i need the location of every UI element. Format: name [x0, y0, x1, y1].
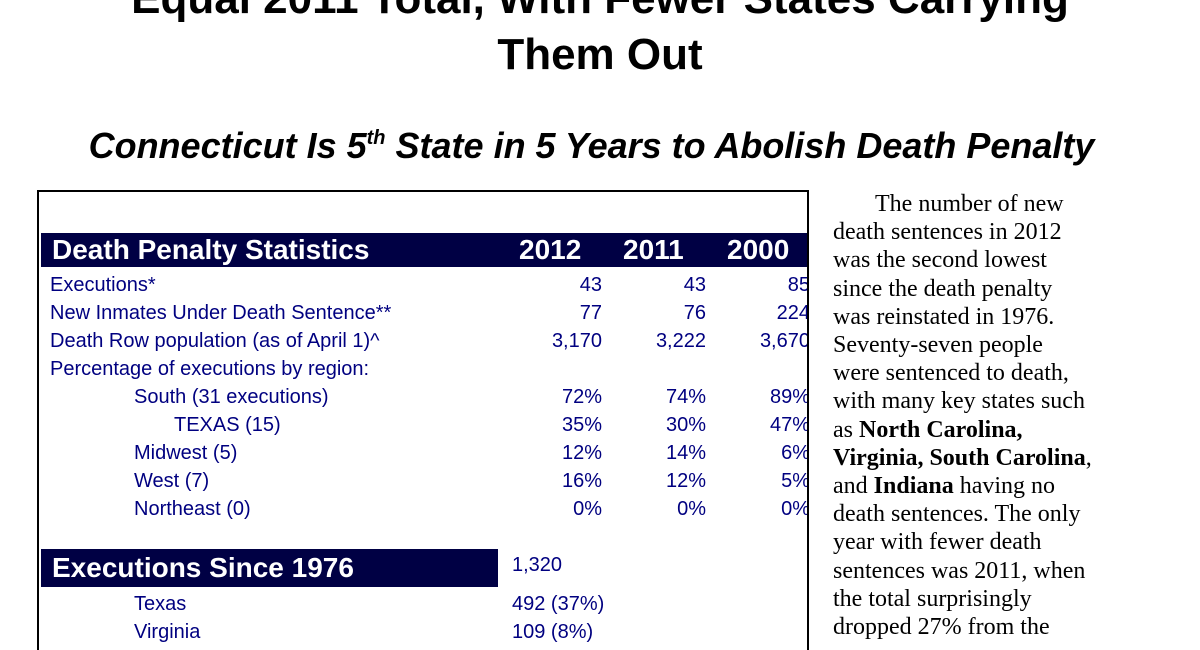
state-value: 492 (37%): [512, 593, 605, 615]
row-label: Percentage of executions by region:: [50, 358, 370, 380]
cell-2011: 30%: [665, 414, 706, 436]
row-label: West (7): [134, 470, 210, 492]
cell-2011: 76: [683, 302, 706, 324]
cell-2011: 12%: [665, 470, 706, 492]
cell-2012: 3,170: [551, 330, 602, 352]
cell-2011: 0%: [677, 498, 706, 520]
body-text: having no: [953, 473, 1056, 500]
headline-line-1: Equal 2011 Total, With Fewer States Carr…: [0, 0, 1200, 24]
stats-table-header: Death Penalty Statistics 2012 2011 2000: [41, 233, 807, 267]
row-label: Northeast (0): [134, 498, 251, 520]
cell-2000: 89%: [769, 386, 809, 408]
list-item: Virginia 109 (8%): [50, 618, 800, 646]
cell-2000: 85: [787, 274, 809, 296]
body-line: The number of new: [875, 191, 1064, 217]
body-line: as North Carolina,: [833, 416, 1145, 444]
table-row: New Inmates Under Death Sentence** 77 76…: [50, 299, 807, 327]
body-line: death sentences in 2012: [833, 219, 1062, 246]
article-body: The number of new death sentences in 201…: [833, 190, 1145, 641]
cell-2012: 35%: [561, 414, 602, 436]
cell-2011: 14%: [665, 442, 706, 464]
cell-2011: 43: [683, 274, 706, 296]
table-row: South (31 executions) 72% 74% 89%: [50, 383, 807, 411]
state-name-bold: Virginia, South Carolina: [833, 444, 1086, 471]
cell-2011: 3,222: [655, 330, 706, 352]
table-row: Midwest (5) 12% 14% 6%: [50, 439, 807, 467]
body-line: were sentenced to death,: [833, 360, 1069, 387]
table-row: Northeast (0) 0% 0% 0%: [50, 495, 807, 523]
stats-table-box: Death Penalty Statistics 2012 2011 2000 …: [37, 190, 809, 650]
cell-2011: 74%: [665, 386, 706, 408]
body-line: with many key states such: [833, 388, 1085, 415]
state-label: Virginia: [134, 621, 201, 643]
body-line: Seventy-seven people: [833, 332, 1043, 359]
body-line: and Indiana having no: [833, 472, 1145, 500]
subheadline: Connecticut Is 5th State in 5 Years to A…: [0, 124, 1183, 168]
column-header-2011: 2011: [623, 234, 684, 265]
cell-2012: 16%: [561, 470, 602, 492]
body-line: Virginia, South Carolina,: [833, 444, 1145, 472]
row-label: TEXAS (15): [174, 414, 281, 436]
cell-2012: 72%: [561, 386, 602, 408]
body-line: the total surprisingly: [833, 585, 1032, 612]
table-row: Executions* 43 43 85: [50, 271, 807, 299]
cell-2000: 224: [776, 302, 809, 324]
executions-since-header: Executions Since 1976: [41, 549, 498, 587]
table-row: TEXAS (15) 35% 30% 47%: [50, 411, 807, 439]
state-label: Texas: [134, 593, 187, 615]
body-line: was the second lowest: [833, 247, 1047, 274]
body-text: as: [833, 416, 859, 443]
body-line: death sentences. The only: [833, 501, 1081, 528]
cell-2000: 5%: [781, 470, 809, 492]
column-header-2000: 2000: [727, 234, 790, 265]
row-label: Executions*: [50, 274, 156, 296]
cell-2012: 0%: [573, 498, 602, 520]
cell-2012: 43: [579, 274, 602, 296]
table-row: Percentage of executions by region:: [50, 355, 800, 383]
executions-total-value: 1,320: [512, 554, 563, 576]
cell-2000: 0%: [781, 498, 809, 520]
cell-2012: 77: [579, 302, 602, 324]
cell-2000: 3,670: [759, 330, 809, 352]
body-line: since the death penalty: [833, 275, 1053, 302]
cell-2012: 12%: [561, 442, 602, 464]
list-item: Texas 492 (37%): [50, 590, 800, 618]
row-label: New Inmates Under Death Sentence**: [50, 302, 392, 324]
column-header-2012: 2012: [519, 234, 582, 265]
body-line: sentences was 2011, when: [833, 557, 1086, 584]
cell-2000: 6%: [781, 442, 809, 464]
row-label: South (31 executions): [134, 386, 329, 408]
cell-2000: 47%: [769, 414, 809, 436]
row-label: Death Row population (as of April 1)^: [50, 330, 380, 352]
subheadline-before: Connecticut Is 5: [88, 125, 367, 166]
headline-line-2: Them Out: [497, 30, 703, 79]
row-label: Midwest (5): [134, 442, 238, 464]
table-row: West (7) 16% 12% 5%: [50, 467, 807, 495]
body-line: dropped 27% from the: [833, 614, 1050, 641]
body-line: was reinstated in 1976.: [833, 303, 1055, 330]
subheadline-after: State in 5 Years to Abolish Death Penalt…: [385, 125, 1095, 166]
executions-since-title: Executions Since 1976: [52, 552, 354, 583]
state-name-bold: Indiana: [873, 473, 954, 500]
body-line: year with fewer death: [833, 529, 1042, 556]
body-text: and: [833, 473, 874, 500]
state-name-bold: North Carolina,: [859, 416, 1023, 443]
state-value: 109 (8%): [512, 621, 594, 643]
body-text: ,: [1085, 444, 1092, 471]
subheadline-sup: th: [366, 127, 386, 149]
stats-table-title: Death Penalty Statistics: [52, 234, 370, 265]
executions-since-total: 1,320: [512, 551, 712, 579]
table-row: Death Row population (as of April 1)^ 3,…: [50, 327, 807, 355]
